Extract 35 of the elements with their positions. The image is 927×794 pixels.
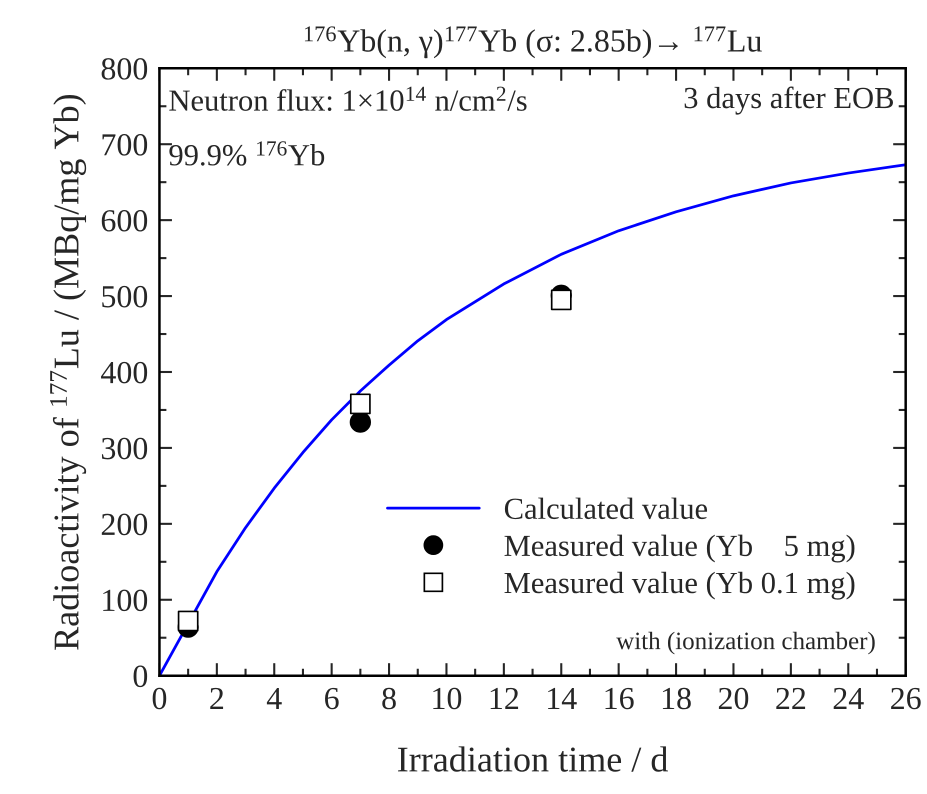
legend-label: Calculated value	[504, 498, 708, 520]
legend-label: Measured value (Yb 5 mg)	[504, 534, 854, 562]
chart-title: $^{176}$Yb(n, γ)$^{177}$Yb (σ: 2.85b)→ $^{177}$Lu	[304, 26, 762, 58]
y-tick-label: 300	[102, 438, 148, 460]
x-tick-label: 14	[548, 688, 577, 709]
y-axis-title: Radioactivity of $^{177}$Lu / (MBq/mg Yb)	[50, 94, 86, 650]
x-tick-label: 12	[490, 688, 518, 709]
x-tick-label: 20	[718, 688, 748, 710]
x-tick-label: 16	[606, 688, 634, 710]
legend-label: Measured value (Yb 0.1 mg)	[504, 572, 854, 600]
y-tick-label: 600	[102, 210, 148, 232]
y-tick-label: 100	[103, 590, 148, 612]
x-tick-label: 10	[433, 688, 462, 710]
x-tick-label: 26	[891, 688, 921, 710]
point	[178, 610, 199, 632]
x-tick-label: 6	[325, 688, 339, 710]
annotation: with (ionization chamber)	[616, 632, 875, 654]
y-tick-label: 200	[102, 514, 148, 536]
y-tick-label: 0	[134, 666, 148, 688]
y-tick-label: 700	[102, 134, 148, 156]
x-tick-label: 8	[382, 688, 396, 710]
y-tick-label: 400	[101, 362, 148, 384]
x-tick-label: 4	[266, 688, 282, 709]
x-axis-title: Irradiation time / d	[398, 746, 668, 772]
x-tick-label: 2	[210, 688, 224, 709]
point	[550, 289, 572, 310]
x-tick-label: 0	[152, 688, 166, 710]
annotation: Neutron flux: 1×10$^{14}$ n/cm$^{2}$/s	[169, 86, 527, 112]
x-tick-label: 22	[776, 688, 806, 709]
x-tick-label: 24	[834, 688, 864, 709]
annotation: 99.9% $^{176}$Yb	[169, 141, 324, 166]
x-tick-label: 18	[662, 688, 691, 710]
y-tick-label: 800	[102, 58, 148, 80]
annotation: 3 days after EOB	[684, 86, 893, 115]
y-tick-label: 500	[102, 286, 148, 308]
